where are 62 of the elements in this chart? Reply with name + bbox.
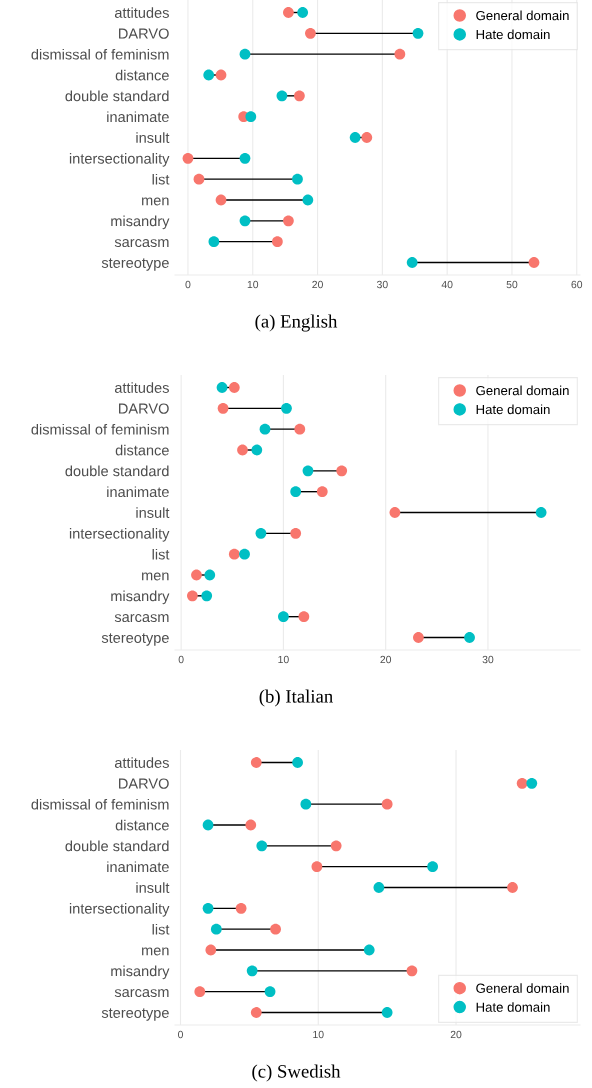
y-tick-label: list [152, 548, 170, 560]
y-tick-label: dismissal of feminism [31, 423, 169, 435]
text: (a) English [255, 314, 338, 332]
y-tick-label: sarcasm [114, 239, 169, 248]
y-tick-label: men [142, 947, 169, 956]
y-tick-label: intersectionality [69, 153, 170, 167]
y-tick-label: double standard [65, 465, 169, 477]
y-tick-label: DARVO [119, 778, 169, 789]
x-tick-label: 10 [247, 280, 259, 289]
y-tick-label: sarcasm [114, 614, 169, 623]
y-tick-label: DARVO [119, 403, 169, 414]
legend-label: Hate domain [476, 29, 550, 40]
y-tick-label: list [152, 173, 170, 185]
y-tick-label: dismissal of feminism [31, 48, 169, 60]
text: (c) Swedish [252, 1064, 341, 1082]
y-tick-label: insult [136, 882, 170, 893]
y-tick-label: sarcasm [114, 989, 169, 998]
y-tick-label: misandry [111, 215, 170, 230]
y-tick-label: misandry [111, 590, 170, 605]
y-tick-label: inanimate [107, 486, 169, 498]
x-tick-label: 30 [482, 655, 494, 664]
x-tick-label: 20 [312, 280, 323, 289]
text: (b) Italian [259, 689, 333, 707]
y-tick-label: double standard [65, 840, 169, 852]
y-tick-label: intersectionality [69, 528, 170, 542]
x-tick-label: 30 [376, 280, 388, 289]
x-tick-label: 0 [178, 1030, 183, 1039]
y-tick-label: intersectionality [69, 903, 170, 917]
y-tick-label: stereotype [101, 1008, 169, 1021]
y-tick-label: dismissal of feminism [31, 798, 169, 810]
x-tick-label: 20 [450, 1030, 462, 1039]
y-tick-label: distance [115, 819, 169, 831]
x-tick-label: 10 [278, 655, 289, 664]
y-tick-label: misandry [111, 965, 170, 980]
legend-label: Hate domain [476, 404, 550, 415]
y-tick-label: attitudes [114, 7, 169, 18]
y-tick-label: men [142, 197, 169, 206]
legend-label: General domain [476, 385, 569, 396]
y-tick-label: distance [115, 69, 169, 81]
y-tick-label: inanimate [107, 111, 169, 123]
x-tick-label: 50 [506, 280, 518, 289]
y-tick-label: attitudes [114, 757, 169, 768]
y-tick-label: double standard [65, 90, 169, 102]
y-tick-label: list [152, 923, 170, 935]
y-tick-label: inanimate [107, 861, 169, 873]
x-tick-label: 0 [185, 280, 191, 289]
x-tick-label: 0 [178, 655, 184, 664]
legend-label: Hate domain [476, 1002, 550, 1012]
y-tick-label: DARVO [119, 28, 169, 39]
legend-label: General domain [476, 10, 569, 21]
x-tick-label: 20 [380, 655, 392, 664]
y-tick-label: insult [136, 507, 170, 518]
x-tick-label: 60 [571, 280, 583, 289]
y-tick-label: insult [136, 132, 170, 143]
y-tick-label: attitudes [114, 382, 169, 393]
y-tick-label: stereotype [101, 258, 169, 271]
y-tick-label: men [142, 572, 169, 581]
y-tick-label: distance [115, 444, 169, 456]
y-tick-label: stereotype [101, 633, 169, 646]
x-tick-label: 40 [441, 280, 453, 289]
x-tick-label: 10 [313, 1030, 324, 1039]
legend-label: General domain [476, 983, 569, 993]
